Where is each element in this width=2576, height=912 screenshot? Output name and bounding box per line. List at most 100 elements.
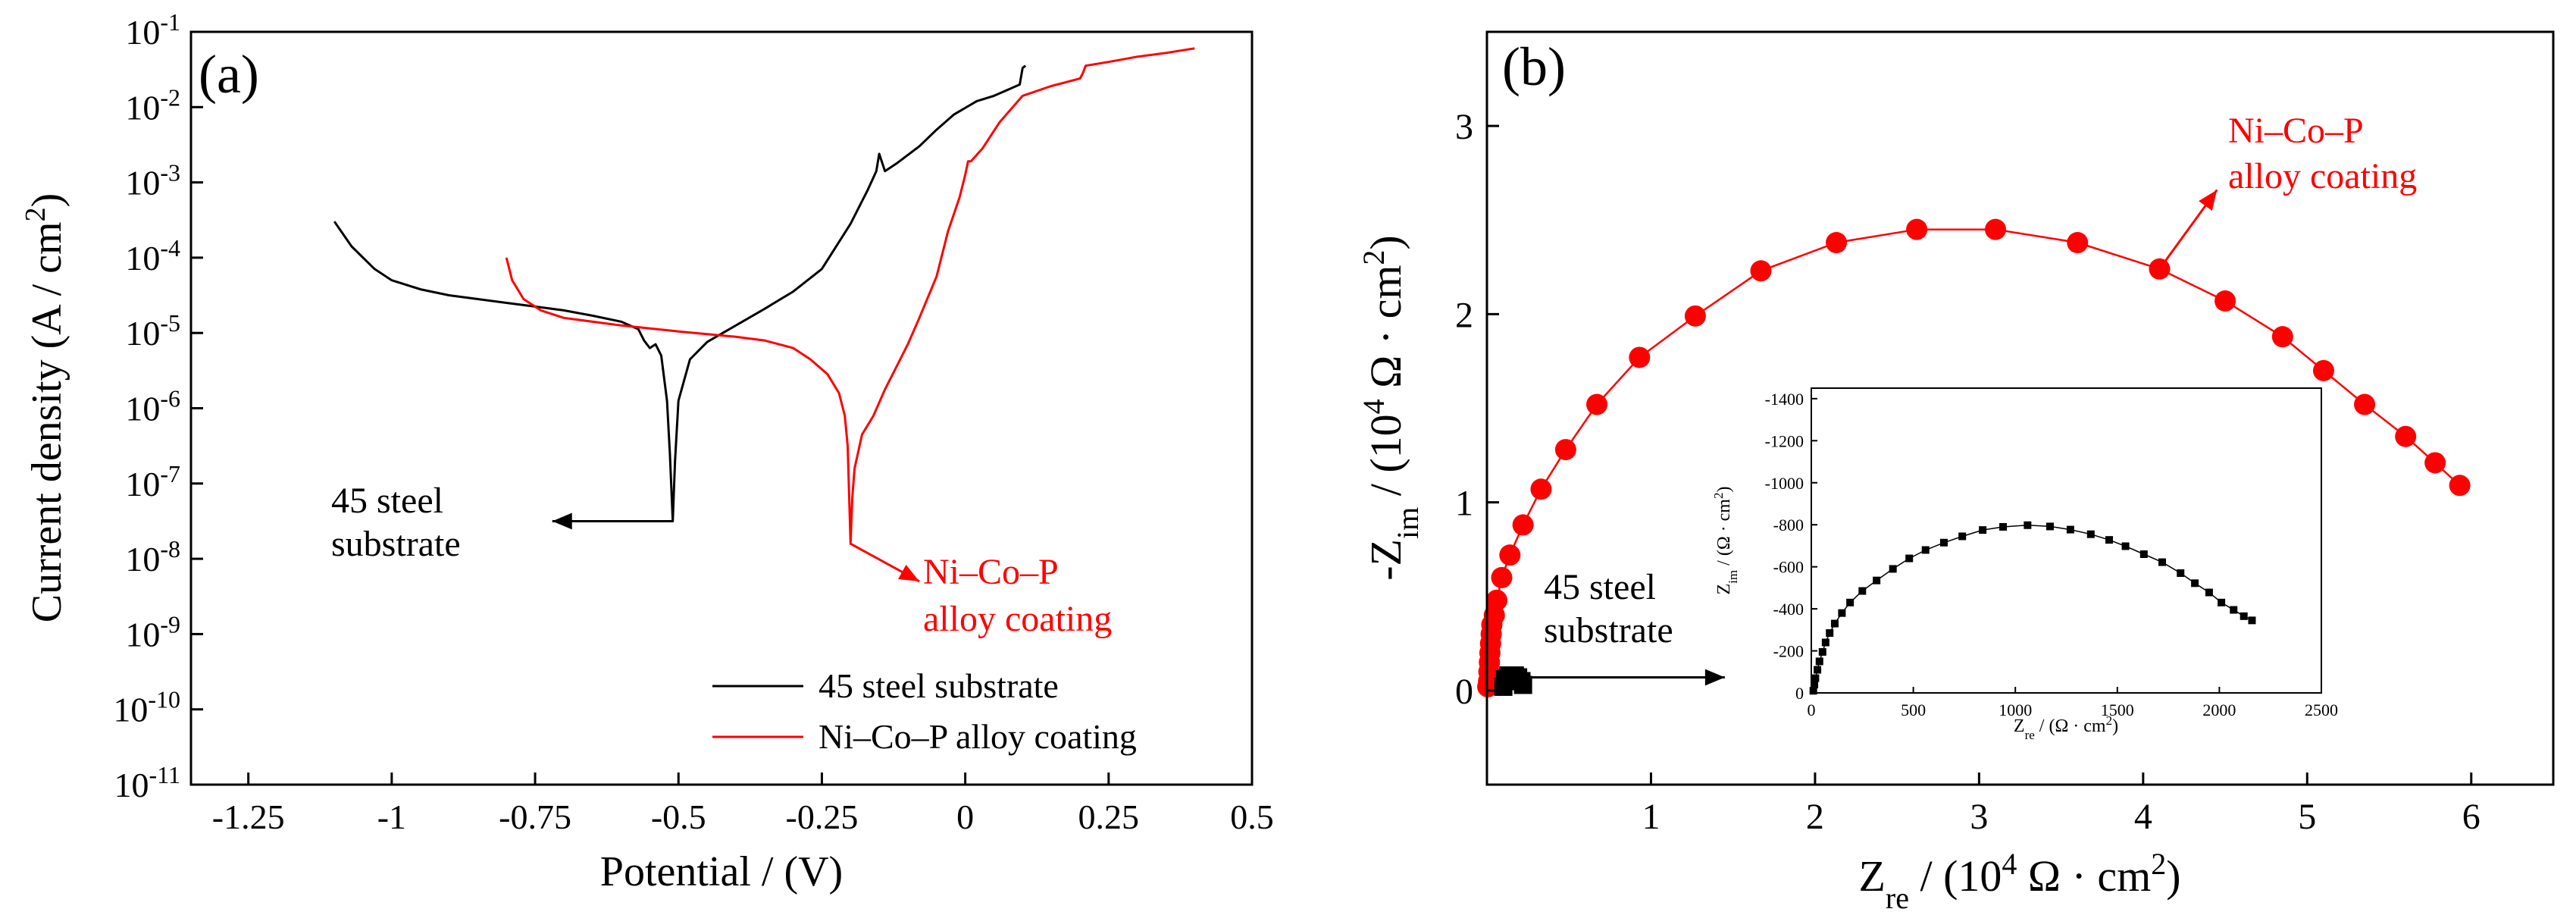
inset-x-label-sub: re <box>2025 728 2035 742</box>
inset-steel-point <box>1814 666 1822 674</box>
panel-a-y-label-end: ) <box>23 193 70 208</box>
inset-steel-point <box>2158 558 2167 566</box>
panel-a-x-tick-label: -0.25 <box>786 798 859 836</box>
panel-b-coating-arrow-head <box>2199 190 2218 211</box>
panel-b-x-tick-label: 2 <box>1806 797 1824 837</box>
panel-b-x-label-rest: / (10 <box>1909 851 2002 901</box>
panel-b-coating-point <box>1491 566 1513 588</box>
panel-b-coating-point <box>1750 260 1772 282</box>
panel-a-y-tick-label: 10-6 <box>125 385 180 428</box>
panel-a-y-axis-label: Current density (A / cm2) <box>20 193 70 622</box>
panel-a-series-coating <box>505 47 1195 545</box>
panel-a-label: (a) <box>199 44 259 105</box>
panel-a-y-tick-exp: -11 <box>149 761 180 788</box>
panel-b-y-label-sub: im <box>1391 507 1425 539</box>
panel-a-x-tick-label: -0.75 <box>499 798 571 836</box>
inset-steel-point <box>1846 598 1855 606</box>
inset-y-tick-label: -600 <box>1773 558 1804 577</box>
panel-b-plot-frame <box>1485 30 2555 786</box>
panel-b-y-label-sup: 4 <box>1357 399 1391 414</box>
inset-y-tick-label: -1200 <box>1765 431 1804 450</box>
panel-a-x-tick-label: 0.5 <box>1230 798 1274 836</box>
panel-a-y-tick-exp: -10 <box>148 686 180 713</box>
panel-a-y-tick-base: 10 <box>125 13 160 52</box>
panel-a-coating-annotation: Ni–Co–P alloy coating <box>923 552 1112 639</box>
panel-b-x-tick-label: 3 <box>1970 797 1988 837</box>
inset-frame <box>1811 387 2322 694</box>
inset-y-tick-label: -400 <box>1773 600 1804 619</box>
inset-y-tick-label: 0 <box>1795 684 1804 703</box>
panel-b-x-label-sub: re <box>1886 881 1909 912</box>
panel-a-y-tick-exp: -4 <box>160 234 180 262</box>
legend-steel-label: 45 steel substrate <box>818 666 1059 705</box>
panel-b-coating-point <box>1512 514 1534 536</box>
panel-a-legend: 45 steel substrate Ni–Co–P alloy coating <box>712 666 1137 756</box>
panel-b-x-tick-label: 6 <box>2462 797 2481 837</box>
inset-y-label-close: ) <box>1714 487 1734 493</box>
panel-a-x-tick-label: -0.5 <box>651 798 706 836</box>
inset-steel-point <box>1921 546 1930 554</box>
inset-steel-point <box>2218 598 2226 606</box>
panel-a-y-tick-base: 10 <box>125 88 160 127</box>
inset-x-axis-label: Zre / (Ω · cm2) <box>2014 713 2118 742</box>
panel-a-y-tick-label: 10-8 <box>125 535 180 578</box>
panel-a-y-tick-base: 10 <box>125 540 160 578</box>
panel-a-x-tick-label: 0 <box>956 798 974 836</box>
panel-b-coating-point <box>2067 232 2089 254</box>
panel-a-steel-annotation: 45 steel substrate <box>331 481 461 564</box>
inset-background <box>1811 388 2321 693</box>
panel-b-coating-annotation: Ni–Co–P alloy coating <box>2228 111 2417 196</box>
inset-steel-point <box>2024 521 2032 529</box>
panel-b-coating-point <box>1826 232 1848 254</box>
inset-steel-point <box>2086 530 2095 538</box>
inset-steel-point <box>1838 609 1846 617</box>
panel-b-y-tick-label: 1 <box>1455 484 1473 524</box>
panel-b-x-label-main: Z <box>1858 851 1885 901</box>
panel-b-coating-annotation-line-2: alloy coating <box>2228 156 2417 196</box>
panel-a-y-tick-exp: -8 <box>160 535 180 563</box>
inset-steel-point <box>1821 638 1829 647</box>
inset-steel-point <box>1809 687 1817 695</box>
panel-b-y-label-rest: / (10 <box>1361 414 1410 506</box>
panel-a-annotations-layer: 45 steel substrate Ni–Co–P alloy coating <box>331 481 1112 639</box>
panel-a-y-tick-base: 10 <box>125 239 160 277</box>
panel-b-steel-arrow-head <box>1704 669 1725 686</box>
panel-a-y-tick-label: 10-11 <box>114 761 180 804</box>
inset-y-tick-label: -1400 <box>1765 390 1804 409</box>
panel-b-x-label-sup2: 2 <box>2151 847 2166 881</box>
panel-b-x-tick-label: 4 <box>2134 797 2152 837</box>
panel-b-coating-point <box>1629 346 1651 368</box>
panel-a-x-tick-label: -1.25 <box>212 798 285 836</box>
panel-a-y-label-sup: 2 <box>20 207 52 221</box>
panel-b-coating-point <box>1499 544 1521 566</box>
inset-steel-point <box>2240 612 2248 620</box>
panel-a-steel-arrow-head <box>552 512 572 530</box>
panel-a-y-tick-exp: -5 <box>160 309 180 337</box>
panel-b-coating-point <box>1530 478 1552 500</box>
inset-x-tick-label: 1500 <box>2101 700 2134 719</box>
panel-a-y-tick-exp: -9 <box>160 610 180 638</box>
panel-a-y-tick-label: 10-5 <box>125 309 180 353</box>
panel-a-y-label-main: Current density (A / cm <box>23 221 70 622</box>
panel-b-steel-annotation-line-1: 45 steel <box>1544 567 1656 607</box>
panel-a-y-tick-exp: -1 <box>160 8 180 36</box>
panel-b-coating-point <box>2424 452 2446 474</box>
panel-a-coating-arrow-head <box>898 564 920 581</box>
inset-x-label-close: ) <box>2112 716 2118 736</box>
panel-b-y-tick-label: 2 <box>1455 295 1473 335</box>
panel-a-y-tick-base: 10 <box>113 691 148 729</box>
inset-y-label-rest: / (Ω · cm <box>1714 499 1734 570</box>
panel-b-coating-point <box>1554 439 1576 461</box>
panel-a-y-tick-label: 10-7 <box>125 460 180 503</box>
panel-b-coating-point <box>1906 218 1928 240</box>
inset-steel-point <box>1826 628 1834 637</box>
panel-a-y-tick-label: 10-9 <box>125 610 180 653</box>
panel-b-steel-point <box>1513 675 1532 694</box>
inset-x-tick-label: 2500 <box>2305 700 2338 719</box>
panel-a-x-axis-label: Potential / (V) <box>600 848 843 895</box>
inset-steel-point <box>2230 606 2238 614</box>
panel-b-steel-annotation-line-2: substrate <box>1544 610 1673 650</box>
panel-a-steel-annotation-line-2: substrate <box>331 524 461 564</box>
